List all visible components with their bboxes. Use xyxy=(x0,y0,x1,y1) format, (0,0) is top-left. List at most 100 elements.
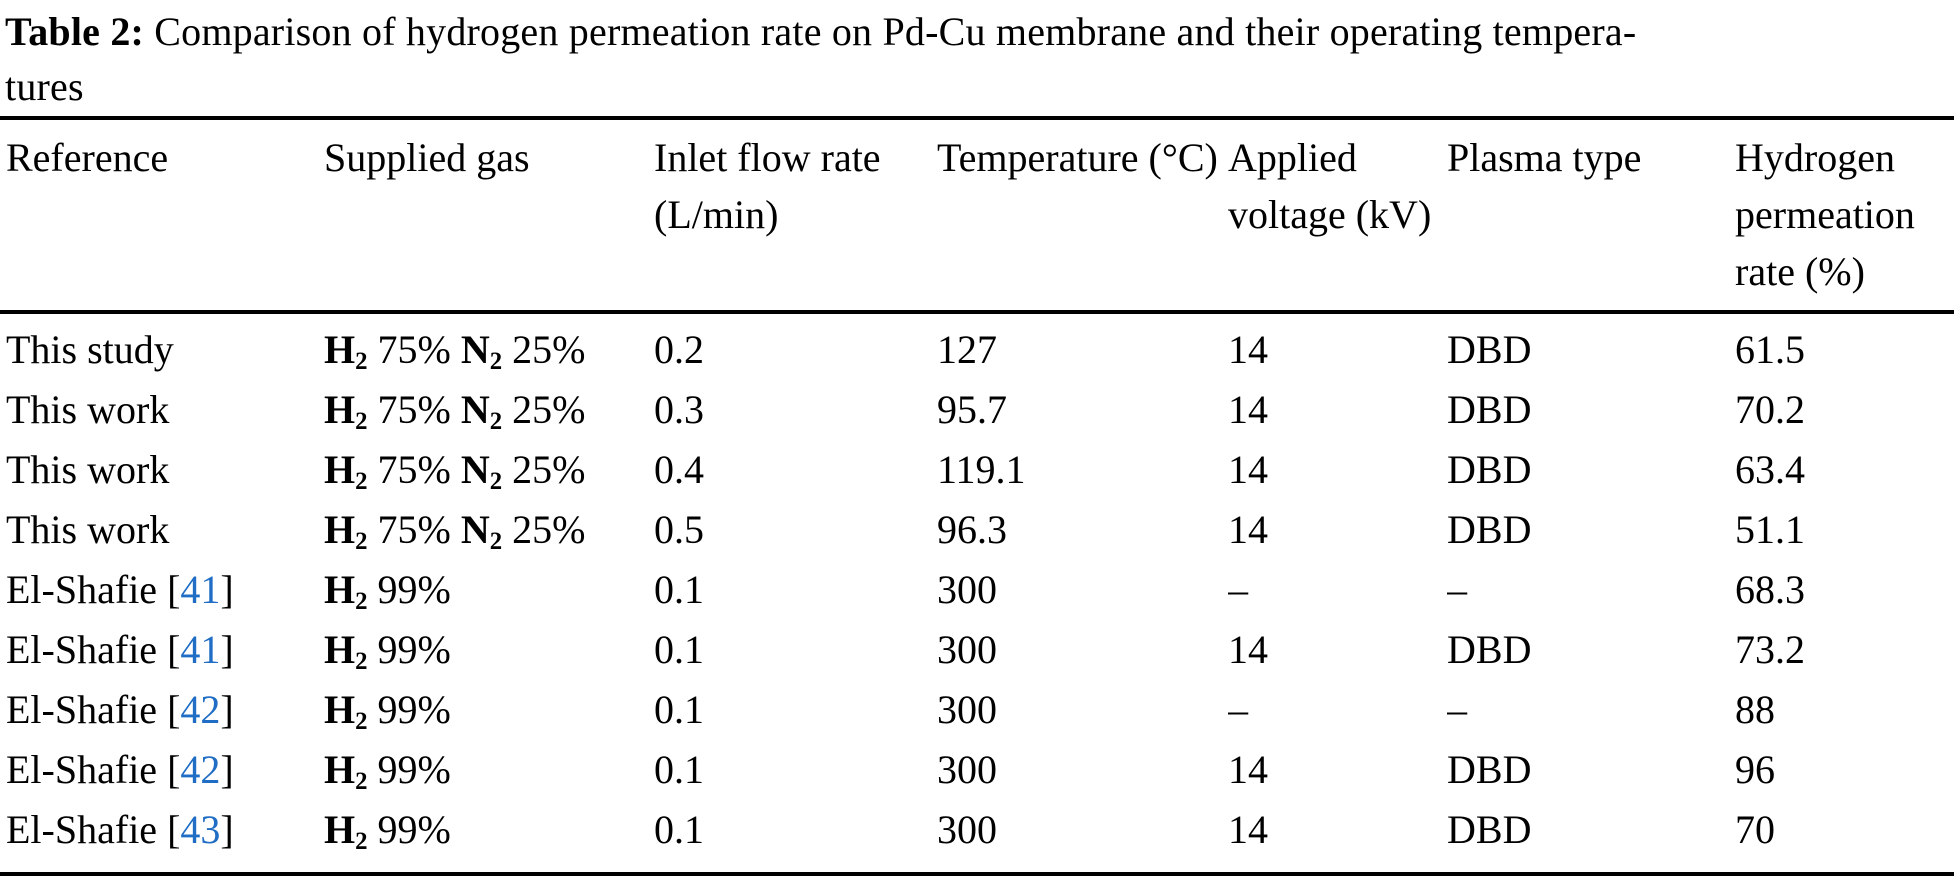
reference-text: This work xyxy=(6,447,170,492)
cell-supplied-gas: H2 99% xyxy=(324,800,654,874)
gas-percent-2: 25% xyxy=(512,327,586,372)
gas-species-1: H2 xyxy=(324,807,368,856)
comparison-table: Reference Supplied gas Inlet flow rate (… xyxy=(0,116,1954,876)
cell-applied-voltage: – xyxy=(1228,687,1248,732)
gas-percent-1: 75% xyxy=(377,447,451,492)
cell-temperature: 300 xyxy=(937,807,997,852)
citation-bracket-close: ] xyxy=(220,627,234,672)
gas-subscript-1: 2 xyxy=(355,768,368,796)
citation-link[interactable]: 43 xyxy=(180,807,221,852)
gas-species-2: N2 xyxy=(460,327,503,376)
cell-reference: This study xyxy=(0,312,324,380)
cell-plasma-type: DBD xyxy=(1447,747,1532,792)
cell-inlet-flow-rate: 0.1 xyxy=(654,687,704,732)
table-row: El-Shafie [41] H2 99% 0.1 300 – – 68.3 xyxy=(0,560,1954,620)
gas-species-2: N2 xyxy=(460,387,503,436)
reference-text: El-Shafie xyxy=(6,807,168,852)
cell-plasma-type: – xyxy=(1447,567,1467,612)
cell-inlet-flow-rate: 0.2 xyxy=(654,327,704,372)
citation-link[interactable]: 41 xyxy=(180,627,221,672)
gas-species-2: N2 xyxy=(460,507,503,556)
cell-plasma-type: DBD xyxy=(1447,387,1532,432)
cell-applied-voltage: 14 xyxy=(1228,747,1268,792)
col-header-reference: Reference xyxy=(0,118,324,314)
col-header-applied-voltage: Applied voltage (kV) xyxy=(1228,118,1447,314)
table-row: This work H2 75% N2 25% 0.3 95.7 14 DBD … xyxy=(0,380,1954,440)
table-caption: Table 2: Comparison of hydrogen permeati… xyxy=(0,0,1954,114)
gas-percent-2: 25% xyxy=(512,507,586,552)
col-header-plasma-type: Plasma type xyxy=(1447,118,1735,314)
gas-subscript-1: 2 xyxy=(355,528,368,556)
col-header-supplied-gas: Supplied gas xyxy=(324,118,654,314)
table-row: El-Shafie [41] H2 99% 0.1 300 14 DBD 73.… xyxy=(0,620,1954,680)
cell-plasma-type: DBD xyxy=(1447,507,1532,552)
gas-subscript-1: 2 xyxy=(355,588,368,616)
table-header: Reference Supplied gas Inlet flow rate (… xyxy=(0,118,1954,314)
cell-supplied-gas: H2 99% xyxy=(324,740,654,800)
cell-permeation-rate: 73.2 xyxy=(1735,627,1805,672)
cell-temperature: 300 xyxy=(937,627,997,672)
citation-bracket-open: [ xyxy=(167,627,181,672)
reference-text: This work xyxy=(6,507,170,552)
reference-text: El-Shafie xyxy=(6,687,168,732)
caption-text: Comparison of hydrogen permeation rate o… xyxy=(154,9,1637,54)
table-row: This study H2 75% N2 25% 0.2 127 14 DBD … xyxy=(0,312,1954,380)
reference-text: El-Shafie xyxy=(6,627,168,672)
citation-link[interactable]: 41 xyxy=(180,567,221,612)
cell-temperature: 96.3 xyxy=(937,507,1007,552)
reference-text: This work xyxy=(6,387,170,432)
cell-inlet-flow-rate: 0.1 xyxy=(654,627,704,672)
reference-text: This study xyxy=(6,327,174,372)
cell-reference: El-Shafie [41] xyxy=(0,560,324,620)
gas-percent-1: 99% xyxy=(377,627,451,672)
gas-subscript-2: 2 xyxy=(489,528,503,556)
gas-species-1: H2 xyxy=(324,387,368,436)
reference-text: El-Shafie xyxy=(6,747,168,792)
citation-bracket-close: ] xyxy=(220,567,234,612)
cell-plasma-type: DBD xyxy=(1447,807,1532,852)
citation-bracket-open: [ xyxy=(167,747,181,792)
gas-species-1: H2 xyxy=(324,507,368,556)
cell-supplied-gas: H2 75% N2 25% xyxy=(324,500,654,560)
citation-bracket-open: [ xyxy=(167,807,181,852)
gas-percent-2: 25% xyxy=(512,387,586,432)
cell-temperature: 300 xyxy=(937,567,997,612)
cell-supplied-gas: H2 75% N2 25% xyxy=(324,312,654,380)
col-header-inlet-flow-rate: Inlet flow rate (L/min) xyxy=(654,118,937,314)
cell-applied-voltage: 14 xyxy=(1228,327,1268,372)
gas-percent-1: 99% xyxy=(377,747,451,792)
caption-line-2: tures xyxy=(5,64,84,109)
cell-temperature: 300 xyxy=(937,747,997,792)
cell-supplied-gas: H2 75% N2 25% xyxy=(324,440,654,500)
gas-species-1: H2 xyxy=(324,627,368,676)
cell-supplied-gas: H2 75% N2 25% xyxy=(324,380,654,440)
cell-reference: El-Shafie [42] xyxy=(0,680,324,740)
col-header-permeation-rate: Hydrogen permeation rate (%) xyxy=(1735,118,1954,314)
cell-inlet-flow-rate: 0.1 xyxy=(654,807,704,852)
cell-plasma-type: DBD xyxy=(1447,627,1532,672)
caption-label: Table 2: xyxy=(5,9,145,54)
citation-bracket-close: ] xyxy=(220,807,234,852)
cell-plasma-type: DBD xyxy=(1447,447,1532,492)
cell-applied-voltage: 14 xyxy=(1228,507,1268,552)
gas-species-1: H2 xyxy=(324,567,368,616)
cell-permeation-rate: 63.4 xyxy=(1735,447,1805,492)
citation-bracket-open: [ xyxy=(167,567,181,612)
gas-species-1: H2 xyxy=(324,327,368,376)
cell-inlet-flow-rate: 0.4 xyxy=(654,447,704,492)
gas-subscript-2: 2 xyxy=(489,348,503,376)
citation-link[interactable]: 42 xyxy=(180,747,221,792)
cell-permeation-rate: 70.2 xyxy=(1735,387,1805,432)
cell-inlet-flow-rate: 0.1 xyxy=(654,567,704,612)
cell-applied-voltage: – xyxy=(1228,567,1248,612)
citation-bracket-open: [ xyxy=(167,687,181,732)
gas-species-2: N2 xyxy=(460,447,503,496)
gas-percent-1: 75% xyxy=(377,387,451,432)
cell-reference: El-Shafie [42] xyxy=(0,740,324,800)
table-row: El-Shafie [43] H2 99% 0.1 300 14 DBD 70 xyxy=(0,800,1954,874)
citation-link[interactable]: 42 xyxy=(180,687,221,732)
cell-applied-voltage: 14 xyxy=(1228,447,1268,492)
cell-plasma-type: DBD xyxy=(1447,327,1532,372)
cell-reference: This work xyxy=(0,380,324,440)
cell-permeation-rate: 61.5 xyxy=(1735,327,1805,372)
